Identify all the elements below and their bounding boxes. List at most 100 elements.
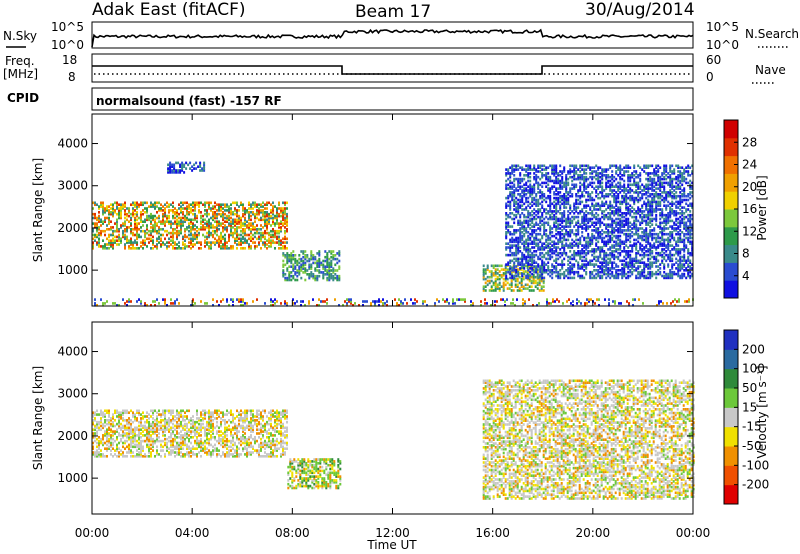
- echo-cell: [184, 216, 186, 220]
- echo-cell: [593, 236, 596, 240]
- echo-cell: [643, 193, 646, 196]
- echo-cell: [565, 174, 568, 177]
- echo-cell: [529, 172, 532, 175]
- echo-cell: [182, 220, 184, 223]
- echo-cell: [541, 215, 544, 219]
- echo-cell: [551, 265, 554, 268]
- echo-cell: [623, 185, 626, 188]
- echo-cell: [643, 170, 646, 173]
- echo-cell: [222, 237, 224, 241]
- echo-cell: [531, 234, 534, 238]
- echo-cell: [498, 289, 501, 292]
- echo-cell: [563, 272, 566, 276]
- echo-cell: [619, 172, 622, 175]
- echo-cell: [597, 208, 600, 211]
- echo-cell: [270, 245, 272, 248]
- echo-cell: [657, 174, 660, 177]
- echo-cell: [549, 179, 552, 183]
- echo-cell: [228, 224, 230, 227]
- echo-cell: [613, 276, 616, 280]
- echo-cell: [196, 214, 198, 218]
- echo-cell: [516, 285, 519, 288]
- echo-cell: [635, 251, 638, 255]
- echo-cell: [509, 215, 512, 219]
- echo-cell: [633, 212, 636, 215]
- echo-cell: [256, 224, 258, 227]
- echo-cell: [304, 257, 307, 261]
- echo-cell: [555, 274, 558, 278]
- echo-cell: [619, 242, 622, 245]
- echo-cell: [167, 169, 170, 172]
- echo-cell: [218, 207, 220, 210]
- echo-cell: [573, 272, 576, 276]
- echo-cell: [661, 248, 664, 251]
- echo-cell: [645, 238, 648, 242]
- echo-cell: [126, 239, 128, 242]
- echo-cell: [679, 166, 682, 169]
- echo-cell: [543, 246, 546, 249]
- echo-cell: [522, 275, 525, 279]
- echo-cell: [134, 222, 136, 225]
- echo-cell: [581, 227, 584, 230]
- echo-cell: [673, 246, 676, 249]
- echo-cell: [665, 219, 668, 223]
- echo-cell: [689, 196, 692, 200]
- echo-cell: [531, 269, 534, 272]
- echo-cell: [517, 272, 520, 276]
- echo-cell: [204, 203, 206, 206]
- echo-cell: [669, 166, 672, 169]
- echo-cell: [527, 179, 530, 183]
- echo-cell: [619, 246, 622, 249]
- echo-cell: [92, 237, 94, 241]
- echo-cell: [621, 231, 624, 234]
- echo-cell: [577, 270, 580, 274]
- echo-cell: [130, 239, 132, 242]
- echo-cell: [288, 274, 291, 278]
- echo-cell: [573, 250, 576, 253]
- echo-cell: [653, 179, 656, 183]
- echo-cell: [511, 187, 514, 190]
- echo-cell: [537, 223, 540, 226]
- echo-cell: [599, 179, 602, 183]
- echo-cell: [637, 198, 640, 202]
- echo-cell: [104, 220, 106, 223]
- echo-cell: [168, 222, 170, 225]
- echo-cell: [496, 264, 499, 268]
- echo-cell: [649, 194, 652, 198]
- echo-cell: [230, 226, 232, 229]
- echo-cell: [607, 272, 610, 276]
- echo-cell: [575, 198, 578, 202]
- echo-cell: [524, 270, 527, 273]
- echo-cell: [629, 261, 632, 264]
- echo-cell: [328, 267, 331, 270]
- echo-cell: [519, 179, 522, 183]
- echo-cell: [513, 251, 516, 255]
- echo-cell: [671, 191, 674, 194]
- echo-cell: [531, 225, 534, 228]
- echo-cell: [284, 247, 286, 250]
- echo-cell: [240, 237, 242, 241]
- echo-cell: [156, 216, 158, 220]
- echo-cell: [599, 221, 602, 225]
- echo-cell: [527, 168, 530, 171]
- echo-cell: [224, 243, 226, 246]
- echo-cell: [310, 271, 313, 274]
- echo-cell: [266, 224, 268, 227]
- echo-cell: [199, 163, 202, 167]
- echo-cell: [589, 272, 592, 276]
- echo-cell: [635, 261, 638, 264]
- echo-cell: [597, 227, 600, 230]
- echo-cell: [300, 265, 303, 268]
- echo-cell: [679, 198, 682, 202]
- echo-cell: [611, 250, 614, 253]
- echo-cell: [188, 203, 190, 206]
- echo-cell: [158, 209, 160, 212]
- echo-cell: [272, 211, 274, 214]
- echo-cell: [613, 274, 616, 278]
- echo-cell: [589, 240, 592, 244]
- echo-cell: [230, 224, 232, 227]
- echo-cell: [242, 235, 244, 239]
- echo-cell: [589, 212, 592, 215]
- echo-cell: [288, 271, 291, 274]
- echo-cell: [98, 216, 100, 220]
